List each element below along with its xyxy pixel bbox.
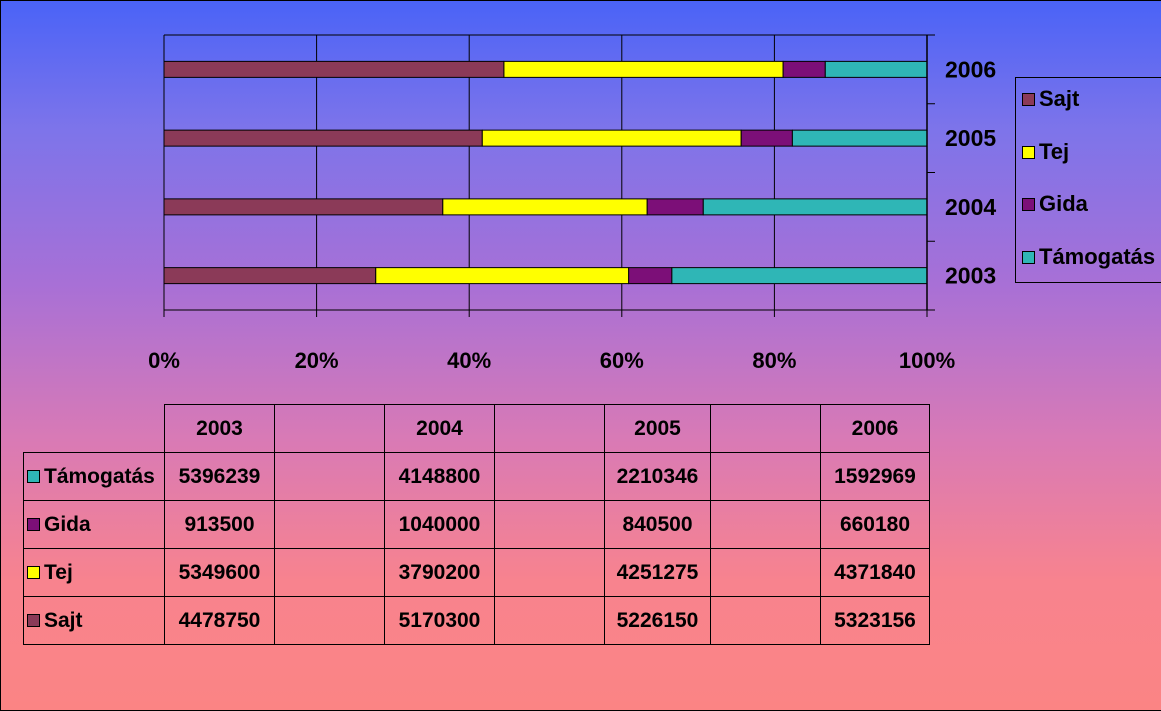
x-tick-label: 60% [600, 348, 644, 373]
bar-segment [646, 198, 704, 216]
table-cell [710, 500, 821, 549]
table-cell: 4371840 [820, 548, 930, 597]
bar-segment [375, 267, 630, 285]
table-header-row: 2003 2004 2005 2006 [23, 404, 930, 453]
table-swatch [27, 517, 40, 531]
table-cell: 1040000 [384, 500, 495, 549]
bar-segment [702, 198, 928, 216]
table-row-label: Tej [23, 548, 165, 597]
table-cell [710, 548, 821, 597]
table-cell: 840500 [604, 500, 711, 549]
legend-swatch-tej [1022, 145, 1035, 159]
table-row-label-text: Támogatás [44, 464, 155, 488]
bar-segment [740, 129, 793, 147]
table-cell: 5396239 [164, 452, 275, 501]
table-row-label: Gida [23, 500, 165, 549]
x-tick-label: 100% [899, 348, 955, 373]
bar-segment [824, 60, 928, 78]
table-cell: 2210346 [604, 452, 711, 501]
table-cell [274, 548, 385, 597]
bar-segment [163, 267, 377, 285]
table-cell: 4251275 [604, 548, 711, 597]
bar-segment [791, 129, 928, 147]
table-cell [274, 596, 385, 645]
table-cell: 4478750 [164, 596, 275, 645]
table-row: Sajt 4478750 5170300 5226150 5323156 [23, 596, 930, 645]
table-header-cell: 2005 [604, 404, 711, 453]
table-header-cell [274, 404, 385, 453]
bar-segment [163, 60, 505, 78]
table-cell [494, 452, 605, 501]
x-tick-label: 40% [447, 348, 491, 373]
table-header-cell: 2006 [820, 404, 930, 453]
bar-segment [503, 60, 784, 78]
data-table: 2003 2004 2005 2006 Támogatás 5396239 41… [23, 404, 930, 645]
bar-segment [628, 267, 673, 285]
x-tick-label: 0% [148, 348, 180, 373]
bar-segment [481, 129, 742, 147]
table-header-cell: 2004 [384, 404, 495, 453]
table-corner [23, 404, 165, 453]
table-header-cell [494, 404, 605, 453]
table-row-label-text: Sajt [44, 608, 83, 632]
bar-segment [442, 198, 648, 216]
legend-item-tamogatas: Támogatás [1022, 244, 1155, 270]
table-cell [710, 596, 821, 645]
table-row-label-text: Tej [44, 560, 73, 584]
table-cell: 4148800 [384, 452, 495, 501]
bar-segment [163, 198, 444, 216]
table-cell: 5349600 [164, 548, 275, 597]
table-cell: 3790200 [384, 548, 495, 597]
table-cell: 5323156 [820, 596, 930, 645]
table-row: Tej 5349600 3790200 4251275 4371840 [23, 548, 930, 597]
legend-item-tej: Tej [1022, 139, 1069, 165]
table-cell: 5226150 [604, 596, 711, 645]
x-tick-label: 20% [295, 348, 339, 373]
legend-label-tej: Tej [1039, 139, 1070, 164]
table-cell: 5170300 [384, 596, 495, 645]
table-cell [494, 596, 605, 645]
table-row: Támogatás 5396239 4148800 2210346 159296… [23, 452, 930, 501]
chart-legend: Sajt Tej Gida Támogatás [1015, 77, 1161, 283]
bar-segment [782, 60, 826, 78]
table-cell [274, 452, 385, 501]
table-row-label-text: Gida [44, 512, 91, 536]
legend-item-sajt: Sajt [1022, 86, 1079, 112]
bar-segment [671, 267, 928, 285]
table-swatch [27, 565, 40, 579]
table-cell [494, 548, 605, 597]
y-category-label: 2004 [945, 194, 996, 220]
table-swatch [27, 613, 40, 627]
legend-label-tamogatas: Támogatás [1039, 244, 1156, 269]
table-cell [710, 452, 821, 501]
y-category-label: 2006 [945, 56, 996, 82]
table-row-label: Támogatás [23, 452, 165, 501]
bar-segment [163, 129, 483, 147]
legend-swatch-gida [1022, 197, 1035, 211]
table-header-cell: 2003 [164, 404, 275, 453]
legend-label-sajt: Sajt [1039, 86, 1080, 111]
table-swatch [27, 469, 40, 483]
table-cell: 1592969 [820, 452, 930, 501]
table-row: Gida 913500 1040000 840500 660180 [23, 500, 930, 549]
table-cell [274, 500, 385, 549]
y-category-label: 2005 [945, 125, 996, 151]
table-row-label: Sajt [23, 596, 165, 645]
legend-item-gida: Gida [1022, 191, 1088, 217]
x-tick-label: 80% [752, 348, 796, 373]
legend-label-gida: Gida [1039, 191, 1088, 216]
y-category-label: 2003 [945, 263, 996, 289]
legend-swatch-tamogatas [1022, 250, 1035, 264]
table-cell: 660180 [820, 500, 930, 549]
table-cell: 913500 [164, 500, 275, 549]
table-header-cell [710, 404, 821, 453]
legend-swatch-sajt [1022, 92, 1035, 106]
table-cell [494, 500, 605, 549]
